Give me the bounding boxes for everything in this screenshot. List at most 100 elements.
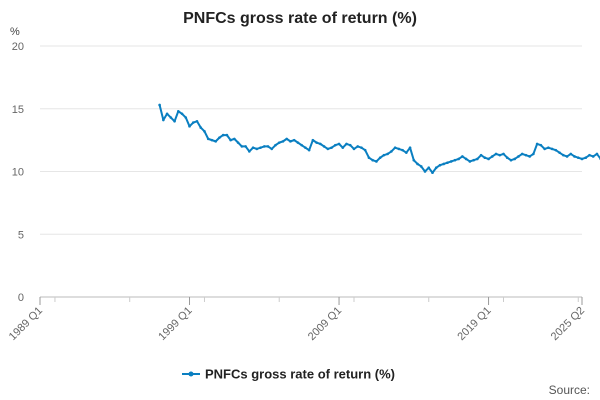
data-point (427, 166, 431, 170)
data-point (311, 138, 315, 142)
data-point (547, 146, 550, 149)
data-point (345, 142, 348, 146)
data-point (180, 112, 184, 116)
data-point (281, 140, 285, 143)
data-point (289, 140, 292, 143)
data-point (218, 136, 221, 139)
data-point (535, 142, 539, 146)
data-point (457, 157, 460, 161)
y-tick-label: 0 (18, 292, 24, 304)
x-axis: 1989 Q1 1999 Q1 2009 Q1 2019 Q1 2025 Q2 (7, 297, 587, 343)
data-point (502, 152, 505, 156)
data-point (173, 120, 176, 123)
data-point (498, 153, 502, 157)
data-point (341, 146, 345, 149)
data-point (322, 145, 326, 148)
data-point (490, 155, 494, 158)
data-point (584, 156, 588, 159)
data-point (225, 133, 229, 137)
data-point (569, 152, 573, 156)
data-point (363, 148, 367, 152)
y-tick-label: 5 (18, 229, 24, 241)
legend-label: PNFCs gross rate of return (%) (205, 367, 395, 382)
data-point (524, 153, 528, 157)
data-point (528, 155, 531, 158)
data-point (543, 147, 546, 151)
data-point (595, 152, 599, 156)
data-point (558, 151, 561, 154)
data-point (375, 160, 378, 163)
data-point (177, 109, 180, 113)
data-point (505, 156, 509, 159)
data-point (591, 155, 595, 158)
y-unit-label: % (10, 26, 20, 38)
data-point (270, 147, 274, 151)
data-point (513, 157, 517, 161)
data-point (330, 146, 333, 149)
data-point (483, 156, 487, 159)
data-point (434, 166, 438, 170)
data-point (203, 130, 206, 133)
y-axis: 0 5 10 15 20 (12, 41, 24, 304)
data-point (240, 145, 244, 148)
data-point (487, 157, 490, 161)
data-point (233, 137, 236, 141)
data-point (449, 160, 453, 163)
data-point (251, 146, 255, 149)
series-line-0 (158, 104, 600, 174)
data-point (401, 148, 404, 152)
data-point (419, 165, 423, 168)
x-tick-label: 2009 Q1 (306, 305, 344, 343)
data-point (274, 143, 277, 147)
data-point (285, 137, 289, 141)
data-point (386, 152, 389, 156)
data-point (550, 147, 554, 151)
data-point (296, 141, 300, 144)
data-point (446, 161, 449, 165)
data-point (576, 156, 580, 159)
data-point (423, 170, 427, 173)
y-tick-label: 15 (12, 104, 24, 116)
data-point (588, 153, 591, 157)
chart-title: PNFCs gross rate of return (%) (183, 10, 417, 27)
data-point (517, 155, 520, 158)
data-point (580, 157, 584, 161)
data-point (472, 158, 475, 162)
legend-marker-icon (188, 371, 194, 377)
data-point (408, 146, 412, 149)
data-point (382, 153, 386, 157)
data-point (158, 103, 161, 107)
data-point (315, 141, 318, 144)
x-tick-label: 2025 Q2 (549, 305, 587, 343)
data-point (360, 146, 363, 149)
data-point (431, 171, 434, 175)
data-point (277, 141, 281, 144)
data-point (412, 158, 416, 162)
data-point (367, 156, 371, 159)
series-layer (158, 103, 600, 175)
data-point (390, 150, 393, 153)
data-point (236, 141, 240, 144)
data-point (397, 147, 401, 151)
data-point (248, 150, 251, 153)
data-point (188, 125, 191, 128)
data-point (393, 146, 397, 149)
data-point (292, 138, 296, 142)
source-label: Source: (549, 383, 590, 397)
data-point (438, 163, 442, 167)
legend[interactable]: PNFCs gross rate of return (%) (182, 367, 395, 382)
data-point (532, 152, 535, 156)
data-point (464, 157, 468, 161)
data-point (352, 147, 356, 151)
data-point (509, 158, 513, 162)
data-point (356, 145, 360, 148)
data-point (405, 151, 408, 154)
data-point (304, 146, 307, 149)
data-point (371, 158, 374, 162)
data-point (334, 143, 337, 147)
data-point (520, 152, 524, 156)
data-point (244, 145, 247, 148)
data-point (562, 153, 565, 157)
data-point (191, 121, 195, 124)
data-point (468, 160, 472, 163)
